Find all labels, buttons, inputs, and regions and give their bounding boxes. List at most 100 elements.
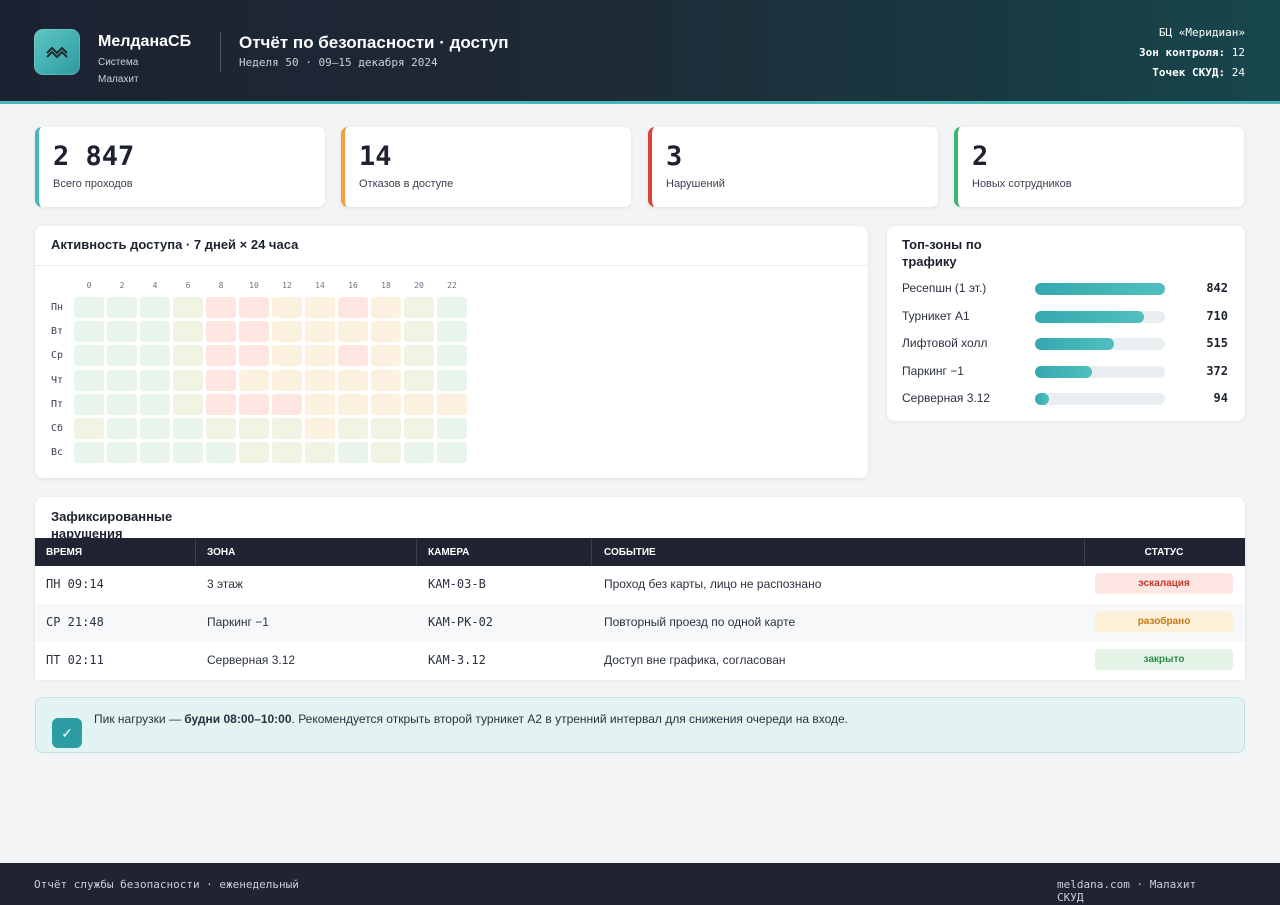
zones-value: 12	[1231, 46, 1245, 59]
column-header-event[interactable]: СОБЫТИЕ	[604, 547, 656, 558]
heatmap-cell[interactable]	[404, 369, 434, 391]
heatmap-cell[interactable]	[371, 321, 401, 343]
heatmap-cell[interactable]	[107, 321, 137, 343]
table-row[interactable]: ПН 09:14 3 этаж КАМ-03-В Проход без карты, …	[35, 566, 1245, 604]
heatmap-cell[interactable]	[272, 393, 302, 415]
heatmap-cell[interactable]	[107, 418, 137, 439]
column-header-zone[interactable]: ЗОНА	[207, 547, 236, 558]
heatmap-cell[interactable]	[437, 442, 467, 464]
heatmap-cell[interactable]	[404, 442, 434, 464]
heatmap-hour-label: 22	[447, 281, 457, 290]
heatmap-cell[interactable]	[305, 369, 335, 391]
heatmap-cell[interactable]	[74, 442, 104, 464]
heatmap-cell[interactable]	[437, 297, 467, 318]
heatmap-cell[interactable]	[338, 297, 368, 318]
heatmap-cell[interactable]	[206, 393, 236, 415]
footer-link[interactable]: meldana.com · Малахит СКУД	[1057, 878, 1197, 904]
column-header-status[interactable]: СТАТУС	[1144, 547, 1184, 558]
heatmap-cell[interactable]	[437, 418, 467, 439]
heatmap-cell[interactable]	[140, 418, 170, 439]
heatmap-cell[interactable]	[239, 369, 269, 391]
heatmap-cell[interactable]	[173, 393, 203, 415]
heatmap-cell[interactable]	[338, 345, 368, 367]
heatmap-cell[interactable]	[206, 345, 236, 367]
heatmap-cell[interactable]	[404, 321, 434, 343]
heatmap-cell[interactable]	[206, 321, 236, 343]
heatmap-cell[interactable]	[74, 369, 104, 391]
heatmap-cell[interactable]	[74, 393, 104, 415]
heatmap-cell[interactable]	[272, 297, 302, 318]
heatmap-cell[interactable]	[371, 369, 401, 391]
heatmap-cell[interactable]	[371, 345, 401, 367]
status-badge: разобрано	[1095, 611, 1233, 632]
heatmap-cell[interactable]	[173, 442, 203, 464]
heatmap-cell[interactable]	[437, 345, 467, 367]
heatmap-cell[interactable]	[239, 418, 269, 439]
heatmap-cell[interactable]	[239, 321, 269, 343]
heatmap-cell[interactable]	[404, 297, 434, 318]
heatmap-cell[interactable]	[239, 345, 269, 367]
table-row[interactable]: СР 21:48 Паркинг −1 КАМ-РК-02 Повторный про…	[35, 604, 1245, 642]
heatmap-cell[interactable]	[404, 393, 434, 415]
heatmap-cell[interactable]	[338, 369, 368, 391]
heatmap-cell[interactable]	[74, 297, 104, 318]
heatmap-hour-label: 8	[218, 281, 224, 290]
heatmap-cell[interactable]	[437, 393, 467, 415]
heatmap-cell[interactable]	[338, 418, 368, 439]
heatmap-cell[interactable]	[206, 297, 236, 318]
cell-time: ПН 09:14	[46, 577, 104, 591]
table-row[interactable]: ПТ 02:11 Серверная 3.12 КАМ-3.12 Доступ вне…	[35, 642, 1245, 680]
heatmap-cell[interactable]	[74, 418, 104, 439]
heatmap-cell[interactable]	[140, 297, 170, 318]
heatmap-cell[interactable]	[404, 345, 434, 367]
heatmap-cell[interactable]	[107, 369, 137, 391]
heatmap-cell[interactable]	[404, 418, 434, 439]
heatmap-cell[interactable]	[173, 345, 203, 367]
heatmap-cell[interactable]	[305, 321, 335, 343]
heatmap-cell[interactable]	[140, 345, 170, 367]
heatmap-cell[interactable]	[437, 321, 467, 343]
heatmap-cell[interactable]	[74, 321, 104, 343]
heatmap-cell[interactable]	[140, 442, 170, 464]
heatmap-cell[interactable]	[305, 418, 335, 439]
heatmap-cell[interactable]	[371, 393, 401, 415]
column-header-camera[interactable]: КАМЕРА	[428, 547, 470, 558]
heatmap-cell[interactable]	[140, 369, 170, 391]
heatmap-cell[interactable]	[173, 297, 203, 318]
heatmap-cell[interactable]	[206, 369, 236, 391]
heatmap-cell[interactable]	[305, 297, 335, 318]
heatmap-cell[interactable]	[140, 393, 170, 415]
heatmap-cell[interactable]	[140, 321, 170, 343]
heatmap-cell[interactable]	[272, 321, 302, 343]
heatmap-cell[interactable]	[338, 321, 368, 343]
heatmap-cell[interactable]	[305, 345, 335, 367]
heatmap-cell[interactable]	[305, 393, 335, 415]
heatmap-hour-label: 10	[249, 281, 259, 290]
heatmap-cell[interactable]	[371, 418, 401, 439]
heatmap-cell[interactable]	[371, 442, 401, 464]
heatmap-cell[interactable]	[206, 442, 236, 464]
heatmap-cell[interactable]	[272, 442, 302, 464]
heatmap-cell[interactable]	[272, 418, 302, 439]
heatmap-cell[interactable]	[437, 369, 467, 391]
heatmap-cell[interactable]	[173, 418, 203, 439]
recommendation-text: Пик нагрузки — будни 08:00–10:00. Рекоме…	[94, 712, 848, 726]
heatmap-cell[interactable]	[338, 442, 368, 464]
heatmap-cell[interactable]	[107, 345, 137, 367]
heatmap-cell[interactable]	[206, 418, 236, 439]
heatmap-cell[interactable]	[272, 345, 302, 367]
heatmap-cell[interactable]	[305, 442, 335, 464]
heatmap-cell[interactable]	[371, 297, 401, 318]
heatmap-cell[interactable]	[107, 297, 137, 318]
heatmap-cell[interactable]	[239, 297, 269, 318]
heatmap-cell[interactable]	[107, 393, 137, 415]
heatmap-cell[interactable]	[338, 393, 368, 415]
heatmap-cell[interactable]	[173, 369, 203, 391]
heatmap-cell[interactable]	[173, 321, 203, 343]
heatmap-cell[interactable]	[239, 393, 269, 415]
heatmap-cell[interactable]	[272, 369, 302, 391]
column-header-time[interactable]: ВРЕМЯ	[46, 547, 83, 558]
heatmap-cell[interactable]	[74, 345, 104, 367]
heatmap-cell[interactable]	[107, 442, 137, 464]
heatmap-cell[interactable]	[239, 442, 269, 464]
